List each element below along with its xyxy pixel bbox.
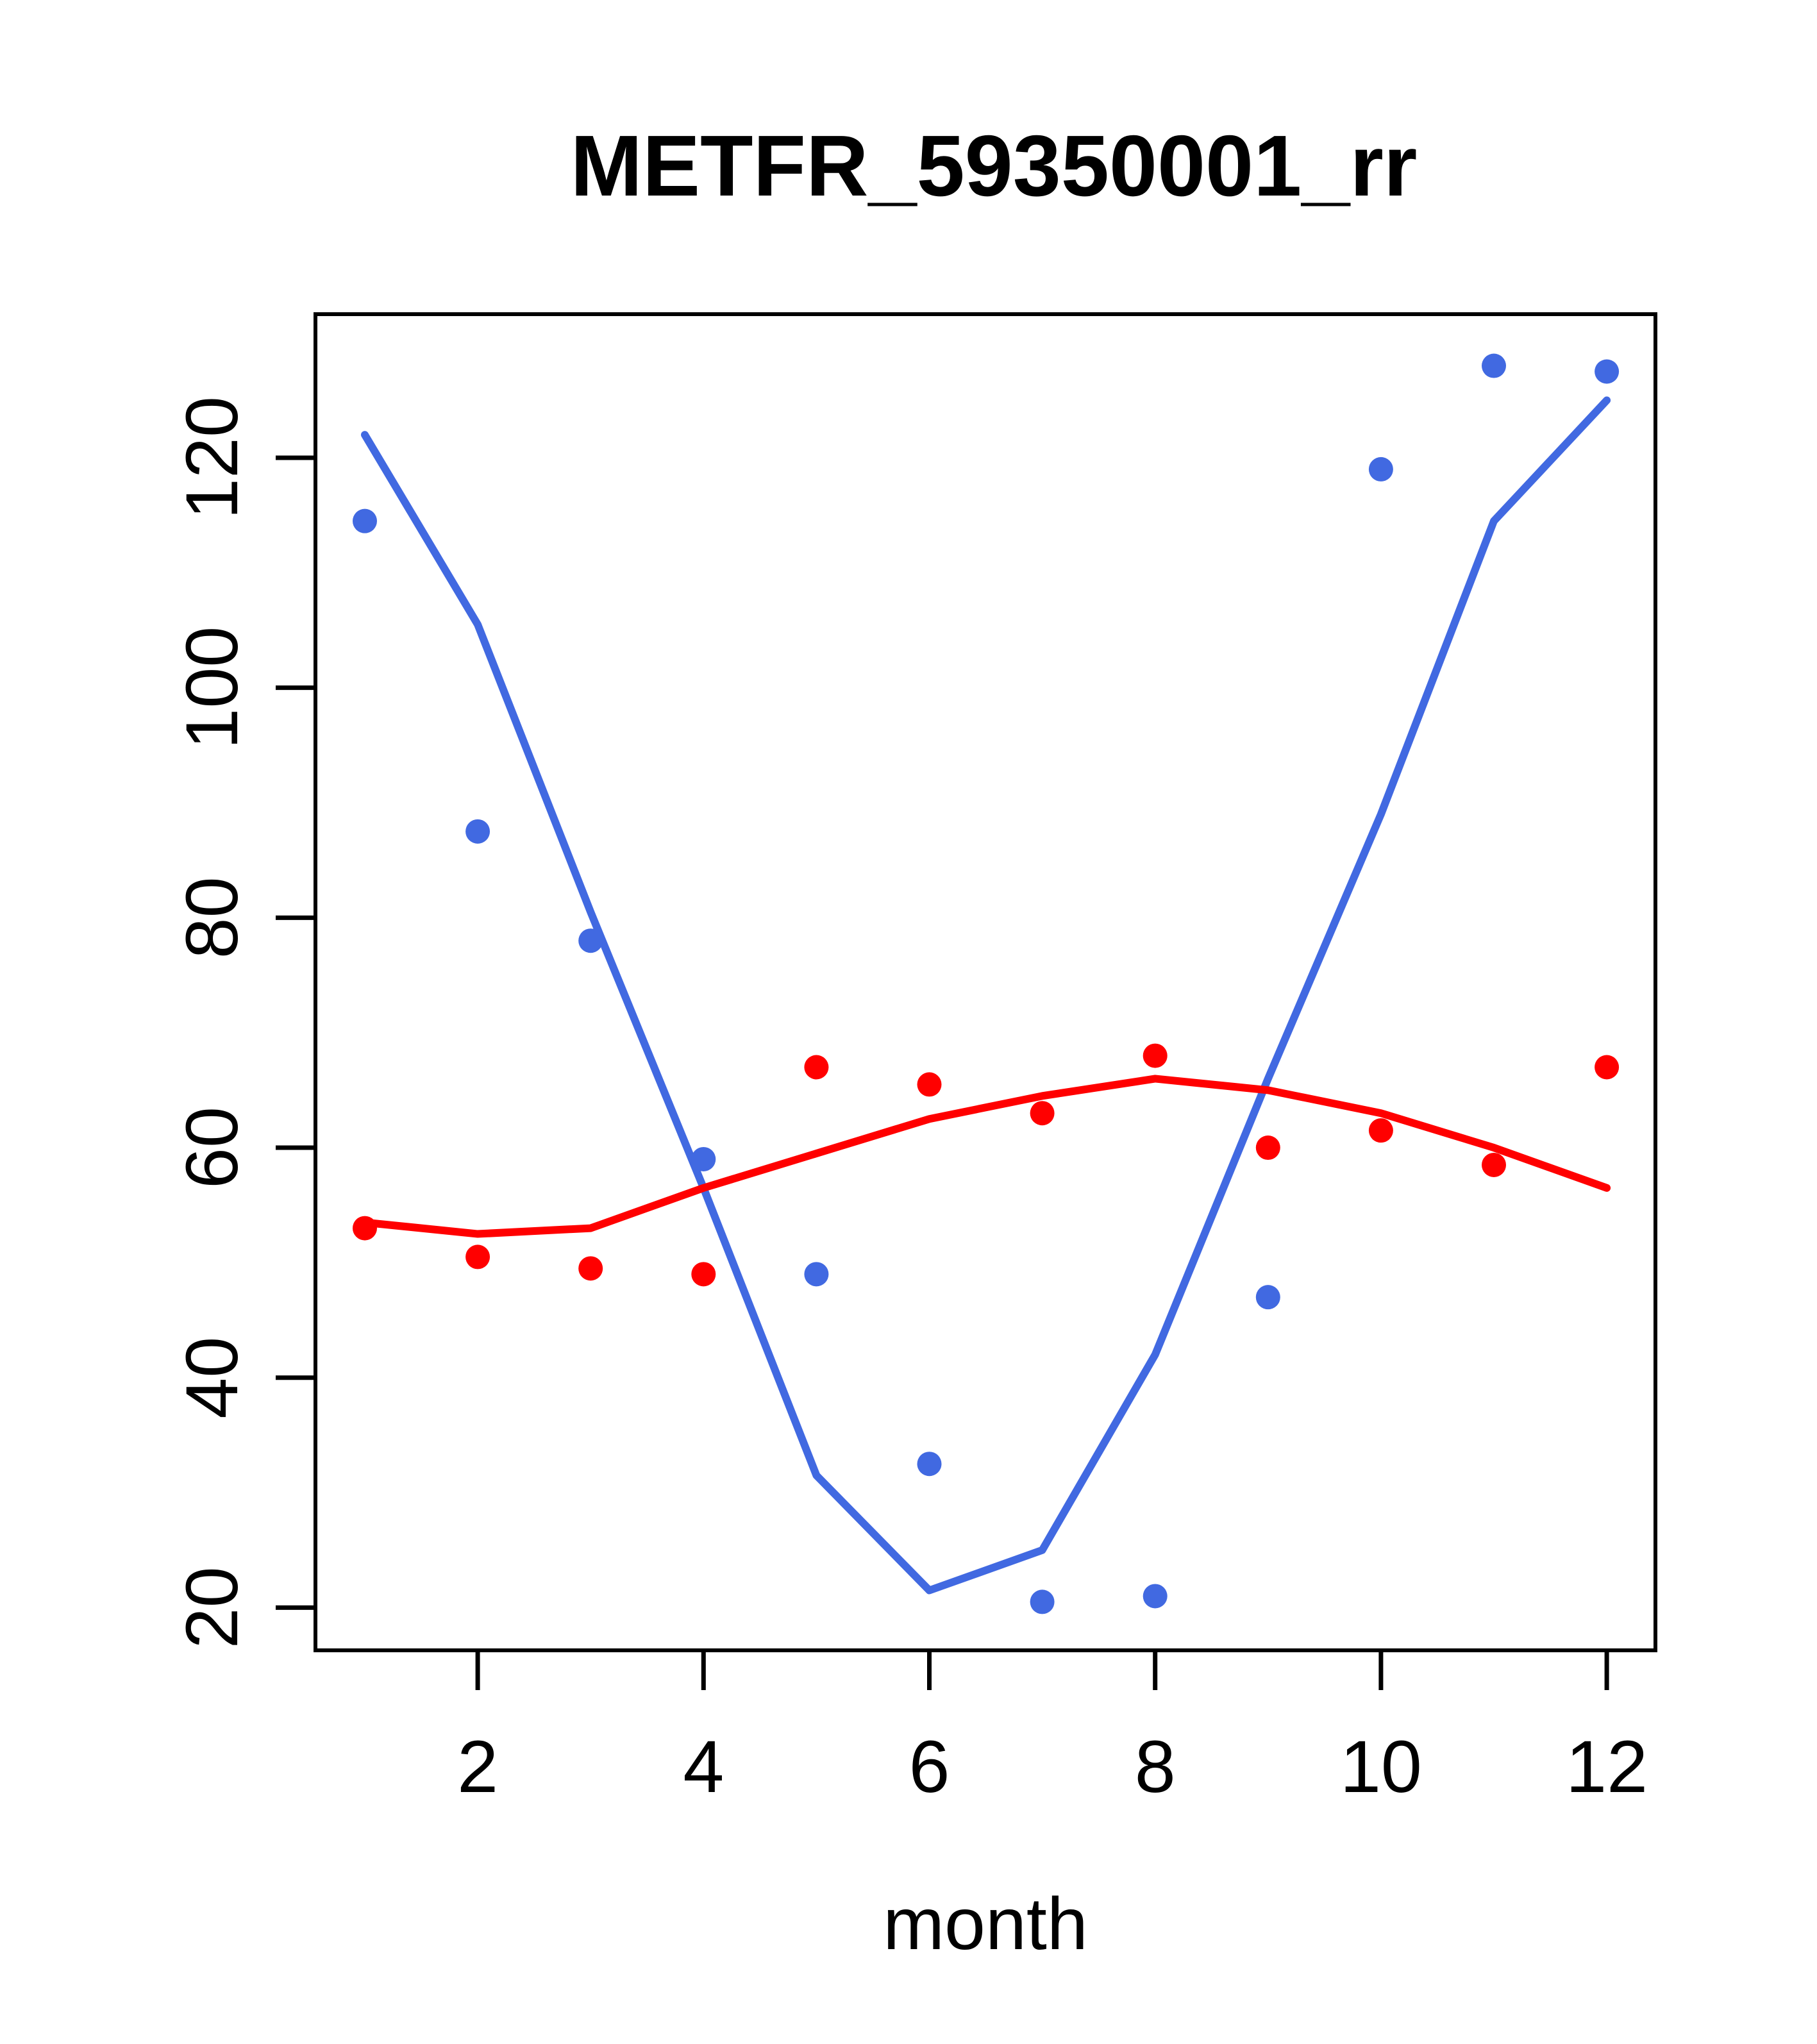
- blue-observations-point: [1030, 1589, 1055, 1614]
- red-smooth-line: [361, 1075, 1611, 1238]
- chart-title: METFR_59350001_rr: [571, 117, 1418, 214]
- blue-observations-point: [578, 928, 603, 953]
- red-observations-point: [1143, 1043, 1168, 1068]
- series-layer: [353, 353, 1620, 1614]
- red-observations-point: [1255, 1135, 1280, 1160]
- y-tick-label: 40: [171, 1337, 253, 1419]
- red-observations-point: [1595, 1055, 1620, 1080]
- y-tick-label: 80: [171, 876, 253, 959]
- axes-layer: 2 4 6 8 10 12 20 40 60 80 100 120: [171, 396, 1648, 1808]
- blue-observations-point: [1143, 1584, 1168, 1609]
- x-tick-label: 4: [683, 1726, 724, 1808]
- red-observations-point: [578, 1256, 603, 1281]
- red-observations-point: [917, 1072, 942, 1097]
- x-tick-label: 2: [457, 1726, 498, 1808]
- x-axis-label: month: [883, 1883, 1088, 1965]
- blue-observations-point: [1255, 1285, 1280, 1310]
- blue-smooth-line: [361, 396, 1611, 1595]
- y-tick-label: 60: [171, 1107, 253, 1189]
- x-tick-label: 10: [1340, 1726, 1422, 1808]
- x-tick-label: 12: [1566, 1726, 1648, 1808]
- x-tick-label: 6: [909, 1726, 950, 1808]
- red-observations-point: [1368, 1118, 1393, 1143]
- blue-observations-point: [691, 1146, 716, 1171]
- blue-observations-point: [917, 1452, 942, 1477]
- y-tick-label: 20: [171, 1566, 253, 1648]
- red-observations-point: [465, 1244, 490, 1269]
- plot-border: [314, 312, 1657, 1652]
- blue-observations-point: [804, 1262, 829, 1287]
- blue-observations-point: [1482, 353, 1506, 378]
- red-observations-point: [1482, 1152, 1506, 1177]
- y-tick-label: 100: [171, 626, 253, 750]
- blue-observations-point: [1595, 359, 1620, 384]
- red-observations-point: [804, 1055, 829, 1080]
- blue-observations-point: [353, 508, 377, 533]
- red-observations-point: [353, 1216, 377, 1241]
- blue-observations-point: [465, 819, 490, 844]
- blue-observations-point: [1368, 457, 1393, 482]
- y-tick-label: 120: [171, 396, 253, 519]
- x-tick-label: 8: [1135, 1726, 1176, 1808]
- red-observations-point: [1030, 1101, 1055, 1126]
- red-observations-point: [691, 1262, 716, 1287]
